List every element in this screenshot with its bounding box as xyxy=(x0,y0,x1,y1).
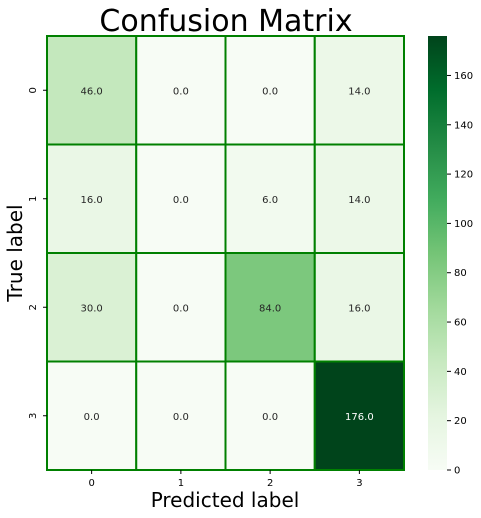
cell-value-label: 84.0 xyxy=(259,303,281,314)
heatmap-cell-labels: 46.0 0.0 0.0 14.0 16.0 0.0 6.0 14.0 30.0 0.0 84.0 1… xyxy=(80,86,373,423)
y-tick-label: 1 xyxy=(28,196,39,202)
colorbar-ticks: 0 20 40 60 80 100 120 140 160 xyxy=(447,71,473,477)
cell-value-label: 6.0 xyxy=(262,195,278,206)
x-axis-ticks: 0 1 2 3 xyxy=(88,470,363,489)
cell-value-label: 16.0 xyxy=(80,195,102,206)
chart-title: Confusion Matrix xyxy=(99,4,352,39)
x-tick-label: 2 xyxy=(267,478,273,489)
heatmap-cell xyxy=(135,35,227,146)
heatmap-cell xyxy=(135,252,227,363)
heatmap-cells xyxy=(46,35,405,471)
x-axis-label: Predicted label xyxy=(151,488,300,512)
colorbar xyxy=(428,36,447,470)
cell-value-label: 0.0 xyxy=(173,86,189,97)
cell-value-label: 0.0 xyxy=(173,303,189,314)
heatmap-cell xyxy=(313,360,405,471)
heatmap-cell xyxy=(224,35,316,146)
heatmap-cell xyxy=(135,360,227,471)
cell-value-label: 46.0 xyxy=(80,86,102,97)
colorbar-tick-label: 140 xyxy=(454,120,473,131)
x-tick-label: 3 xyxy=(356,478,362,489)
x-tick-label: 0 xyxy=(88,478,94,489)
colorbar-tick-label: 80 xyxy=(454,268,467,279)
heatmap-cell xyxy=(313,35,405,146)
cell-value-label: 14.0 xyxy=(348,86,370,97)
y-tick-label: 3 xyxy=(28,413,39,419)
cell-value-label: 30.0 xyxy=(80,303,102,314)
colorbar-tick-label: 100 xyxy=(454,219,473,230)
cell-value-label: 16.0 xyxy=(348,303,370,314)
x-tick-label: 1 xyxy=(178,478,184,489)
cell-value-label: 0.0 xyxy=(262,86,278,97)
colorbar-tick-label: 0 xyxy=(454,466,460,477)
heatmap-cell xyxy=(313,143,405,254)
colorbar-tick-label: 60 xyxy=(454,318,467,329)
cell-value-label: 0.0 xyxy=(84,412,100,423)
heatmap-cell xyxy=(313,252,405,363)
colorbar-tick-label: 40 xyxy=(454,367,467,378)
heatmap-cell xyxy=(135,143,227,254)
colorbar-tick-label: 20 xyxy=(454,416,467,427)
cell-value-label: 0.0 xyxy=(173,195,189,206)
cell-value-label: 176.0 xyxy=(345,412,374,423)
cell-value-label: 14.0 xyxy=(348,195,370,206)
y-tick-label: 0 xyxy=(28,87,39,93)
colorbar-tick-label: 160 xyxy=(454,71,473,82)
colorbar-tick-label: 120 xyxy=(454,170,473,181)
cell-value-label: 0.0 xyxy=(173,412,189,423)
y-axis-label: True label xyxy=(3,204,27,302)
cell-value-label: 0.0 xyxy=(262,412,278,423)
heatmap-cell xyxy=(46,35,138,146)
y-tick-label: 2 xyxy=(28,304,39,310)
y-axis-ticks: 0 1 2 3 xyxy=(28,87,47,419)
